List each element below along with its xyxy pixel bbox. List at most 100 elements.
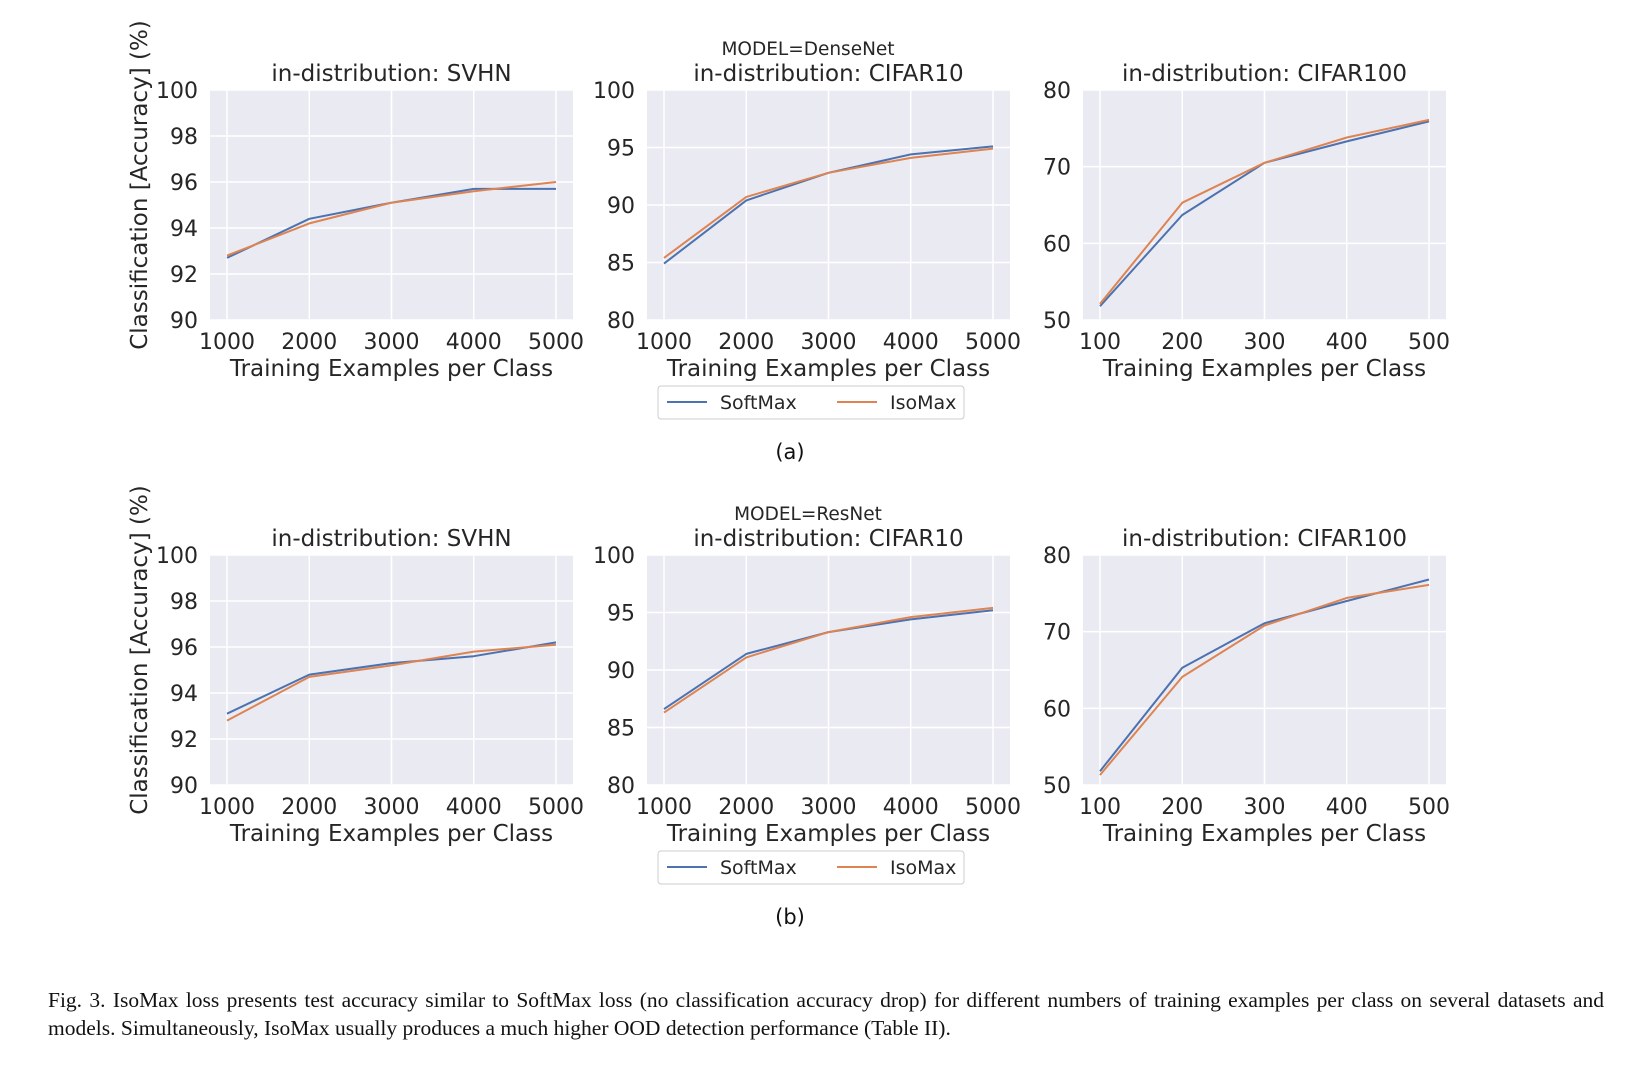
y-tick-label: 80 (1043, 544, 1071, 569)
x-tick-label: 2000 (718, 795, 774, 820)
y-tick-label: 100 (593, 544, 635, 569)
legend-label-isomax: IsoMax (890, 857, 956, 879)
x-tick-label: 2000 (281, 330, 337, 355)
y-tick-label: 98 (170, 590, 198, 615)
y-tick-label: 50 (1043, 774, 1071, 799)
y-tick-label: 90 (170, 309, 198, 334)
legend: SoftMax IsoMax (657, 850, 965, 885)
y-tick-label: 90 (607, 659, 635, 684)
y-tick-label: 92 (170, 728, 198, 753)
y-tick-label: 95 (607, 602, 635, 627)
chart-title: in-distribution: CIFAR10 (693, 61, 963, 87)
x-tick-label: 100 (1079, 330, 1121, 355)
y-tick-label: 80 (1043, 79, 1071, 104)
series-line-isomax (1099, 583, 1430, 776)
x-tick-label: 400 (1326, 330, 1368, 355)
subfigure-label: (a) (775, 440, 804, 464)
chart-title: in-distribution: SVHN (271, 526, 511, 552)
y-tick-label: 98 (170, 125, 198, 150)
subfigure-label: (b) (775, 905, 805, 929)
y-tick-label: 90 (170, 774, 198, 799)
legend-label-isomax: IsoMax (890, 392, 956, 414)
chart-panel-1: 90 92 94 96 98 100 1000 2000 3000 4000 5000 in-dist… (127, 20, 584, 382)
x-axis-label: Training Examples per Class (229, 821, 553, 847)
legend-label-softmax: SoftMax (720, 392, 797, 414)
y-tick-label: 100 (156, 79, 198, 104)
legend-box (657, 850, 965, 885)
x-tick-label: 3000 (364, 330, 420, 355)
y-tick-label: 96 (170, 171, 198, 196)
x-tick-label: 200 (1161, 795, 1203, 820)
x-tick-label: 1000 (199, 795, 255, 820)
legend: SoftMax IsoMax (657, 385, 965, 420)
x-tick-label: 4000 (883, 330, 939, 355)
chart-title: in-distribution: CIFAR100 (1122, 526, 1407, 552)
x-tick-label: 500 (1408, 330, 1450, 355)
y-tick-label: 85 (607, 717, 635, 742)
x-tick-label: 3000 (364, 795, 420, 820)
x-axis-label: Training Examples per Class (666, 821, 990, 847)
chart-panel-2: 80 85 90 95 100 1000 2000 3000 4000 5000 in-distri… (593, 61, 1021, 382)
x-tick-label: 500 (1408, 795, 1450, 820)
model-suptitle: MODEL=ResNet (734, 504, 882, 525)
x-tick-label: 1000 (636, 795, 692, 820)
series-line-isomax (226, 181, 557, 257)
series-line-isomax (663, 606, 994, 714)
legend-box (657, 385, 965, 420)
y-tick-label: 94 (170, 682, 198, 707)
model-suptitle: MODEL=DenseNet (721, 39, 894, 60)
y-tick-label: 85 (607, 252, 635, 277)
y-tick-label: 70 (1043, 621, 1071, 646)
y-axis-label: Classification [Accuracy] (%) (127, 485, 153, 815)
x-axis-label: Training Examples per Class (666, 356, 990, 382)
chart-panel-4: 90 92 94 96 98 100 1000 2000 3000 4000 5000 in-dist… (127, 485, 584, 847)
x-tick-label: 3000 (801, 330, 857, 355)
chart-panel-3: 50 60 70 80 100 200 300 400 500 in-distribution: … (1043, 61, 1450, 382)
x-tick-label: 100 (1079, 795, 1121, 820)
series-line-isomax (226, 643, 557, 722)
x-tick-label: 2000 (281, 795, 337, 820)
y-tick-label: 94 (170, 217, 198, 242)
y-tick-label: 50 (1043, 309, 1071, 334)
x-tick-label: 5000 (965, 795, 1021, 820)
x-tick-label: 5000 (528, 330, 584, 355)
chart-panel-5: 80 85 90 95 100 1000 2000 3000 4000 5000 in-distri… (593, 526, 1021, 847)
x-tick-label: 1000 (636, 330, 692, 355)
chart-title: in-distribution: SVHN (271, 61, 511, 87)
x-tick-label: 200 (1161, 330, 1203, 355)
y-tick-label: 60 (1043, 697, 1071, 722)
x-tick-label: 300 (1244, 330, 1286, 355)
y-tick-label: 90 (607, 194, 635, 219)
y-tick-label: 60 (1043, 232, 1071, 257)
series-line-isomax (1099, 118, 1430, 305)
x-axis-label: Training Examples per Class (1102, 356, 1426, 382)
series-line-softmax (226, 641, 557, 715)
y-tick-label: 80 (607, 309, 635, 334)
x-tick-label: 3000 (801, 795, 857, 820)
y-tick-label: 80 (607, 774, 635, 799)
x-tick-label: 4000 (883, 795, 939, 820)
x-axis-label: Training Examples per Class (1102, 821, 1426, 847)
x-tick-label: 5000 (528, 795, 584, 820)
x-tick-label: 400 (1326, 795, 1368, 820)
legend-label-softmax: SoftMax (720, 857, 797, 879)
figure-caption: Fig. 3. IsoMax loss presents test accura… (48, 988, 1604, 1040)
x-tick-label: 4000 (446, 330, 502, 355)
series-line-isomax (663, 147, 994, 259)
y-tick-label: 70 (1043, 156, 1071, 181)
x-tick-label: 4000 (446, 795, 502, 820)
y-tick-label: 92 (170, 263, 198, 288)
x-tick-label: 5000 (965, 330, 1021, 355)
chart-title: in-distribution: CIFAR10 (693, 526, 963, 552)
x-axis-label: Training Examples per Class (229, 356, 553, 382)
y-tick-label: 96 (170, 636, 198, 661)
y-tick-label: 100 (156, 544, 198, 569)
y-tick-label: 100 (593, 79, 635, 104)
x-tick-label: 2000 (718, 330, 774, 355)
y-tick-label: 95 (607, 137, 635, 162)
chart-panel-6: 50 60 70 80 100 200 300 400 500 in-distribution: … (1043, 526, 1450, 847)
y-axis-label: Classification [Accuracy] (%) (127, 20, 153, 350)
chart-title: in-distribution: CIFAR100 (1122, 61, 1407, 87)
